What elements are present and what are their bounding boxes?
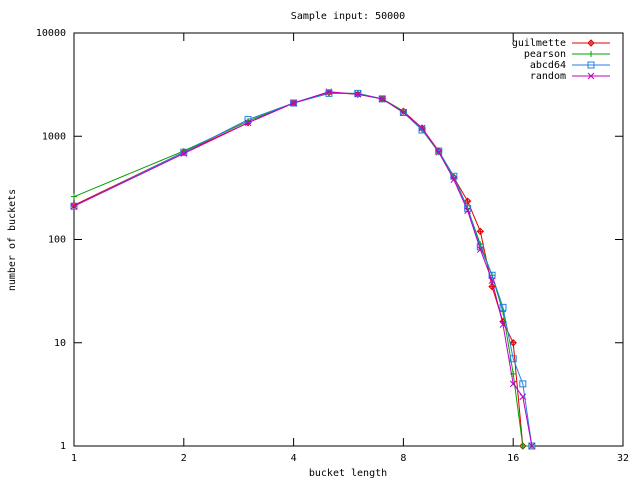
series-line <box>73 92 533 447</box>
x-tick-label: 8 <box>400 453 406 464</box>
legend-marker <box>588 51 594 57</box>
marker <box>519 443 526 449</box>
legend-marker <box>587 72 595 80</box>
marker <box>509 339 517 347</box>
marker <box>488 277 496 284</box>
marker <box>325 88 333 96</box>
y-tick-label: 100 <box>48 235 66 246</box>
marker <box>499 303 507 311</box>
y-tick-label: 10 <box>54 338 66 349</box>
legend-label: guilmette <box>512 38 566 49</box>
marker <box>528 442 536 450</box>
marker <box>450 176 458 183</box>
marker <box>476 246 484 253</box>
y-axis-label: number of buckets <box>7 189 18 291</box>
x-tick-label: 32 <box>617 453 629 464</box>
x-tick-label: 4 <box>291 453 297 464</box>
marker <box>71 193 77 200</box>
marker <box>244 116 252 124</box>
marker <box>464 207 471 215</box>
marker <box>519 393 527 401</box>
marker <box>463 197 472 205</box>
y-tick-label: 1000 <box>42 131 66 142</box>
x-tick-label: 16 <box>507 453 519 464</box>
marker <box>378 95 386 103</box>
marker <box>70 202 78 210</box>
x-tick-label: 2 <box>181 453 187 464</box>
marker <box>400 109 407 116</box>
marker <box>476 243 484 251</box>
marker <box>418 124 426 132</box>
marker <box>180 148 188 156</box>
marker <box>476 227 485 236</box>
marker <box>509 355 517 363</box>
marker <box>499 321 507 328</box>
marker <box>244 119 252 127</box>
marker <box>70 202 78 210</box>
series-line <box>73 92 532 447</box>
marker <box>519 380 527 388</box>
marker <box>528 442 536 450</box>
marker <box>435 147 443 155</box>
legend-marker <box>587 61 595 69</box>
marker <box>290 99 297 107</box>
legend-label: pearson <box>524 49 566 60</box>
y-tick-label: 10000 <box>36 28 66 39</box>
plot-border <box>73 32 624 447</box>
legend-label: abcd64 <box>530 60 566 71</box>
x-axis-label: bucket length <box>309 468 387 479</box>
series-line <box>73 92 524 447</box>
legend-label: random <box>530 71 566 82</box>
y-tick-label: 1 <box>60 441 66 452</box>
marker <box>488 271 496 279</box>
marker <box>435 148 443 156</box>
marker <box>354 90 362 98</box>
marker <box>509 380 517 388</box>
marker <box>464 204 472 212</box>
legend-marker <box>587 39 595 47</box>
marker <box>378 95 386 103</box>
marker <box>180 150 188 157</box>
x-tick-label: 1 <box>71 453 77 464</box>
series-line <box>73 91 533 447</box>
chart-title: Sample input: 50000 <box>291 11 405 22</box>
